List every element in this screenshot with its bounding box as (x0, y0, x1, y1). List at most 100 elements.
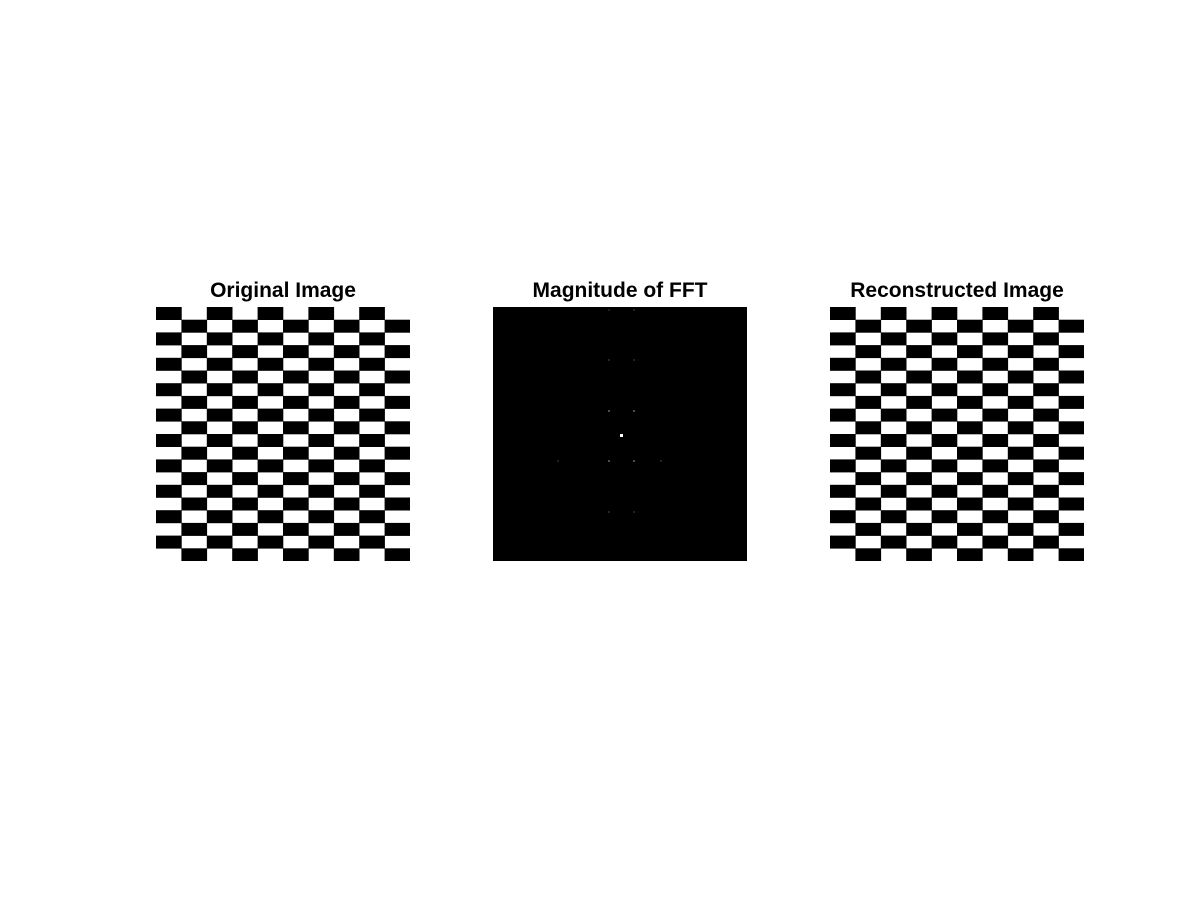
checker-cell (906, 472, 932, 486)
checker-cell (1033, 408, 1059, 422)
checker-cell (1007, 370, 1034, 384)
checker-cell (257, 459, 284, 473)
checker-cell (308, 408, 335, 422)
checker-cell (308, 307, 335, 320)
checker-cell (1007, 522, 1034, 536)
checker-cell (359, 332, 385, 346)
checker-cell (906, 345, 932, 359)
checker-cell (232, 395, 258, 409)
checker-cell (206, 535, 233, 549)
checker-cell (232, 345, 258, 359)
checker-cell (283, 370, 309, 384)
checker-cell (384, 345, 410, 359)
checker-cell (855, 548, 882, 561)
reconstructed-checkerboard-image (830, 307, 1084, 561)
checker-cell (957, 446, 983, 460)
checker-cell (982, 307, 1009, 320)
checker-cell (1033, 535, 1059, 549)
checker-cell (181, 497, 208, 511)
checker-cell (359, 535, 385, 549)
fft-harmonic-peak (633, 309, 635, 311)
checker-cell (855, 370, 882, 384)
checker-cell (384, 395, 410, 409)
checker-cell (906, 446, 932, 460)
checker-cell (206, 357, 233, 371)
fft-harmonic-peak (608, 359, 610, 361)
checker-cell (982, 484, 1009, 498)
checker-cell (308, 535, 335, 549)
fft-magnitude-title: Magnitude of FFT (532, 279, 708, 302)
checker-cell (906, 395, 932, 409)
checker-cell (1007, 421, 1034, 435)
checker-cell (283, 548, 309, 561)
checker-cell (333, 472, 360, 486)
checker-cell (830, 383, 856, 397)
checker-cell (333, 395, 360, 409)
fft-harmonic-peak (633, 511, 635, 513)
checker-cell (982, 434, 1009, 447)
checker-cell (206, 408, 233, 422)
checker-cell (257, 357, 284, 371)
checker-cell (156, 357, 182, 371)
checker-cell (232, 522, 258, 536)
checker-cell (1033, 434, 1059, 447)
checker-cell (855, 345, 882, 359)
checker-cell (257, 408, 284, 422)
checker-cell (359, 307, 385, 320)
checker-cell (982, 459, 1009, 473)
checker-cell (830, 408, 856, 422)
checker-cell (359, 434, 385, 447)
checker-cell (257, 434, 284, 447)
checker-cell (181, 319, 208, 333)
checker-cell (982, 383, 1009, 397)
checker-cell (283, 395, 309, 409)
checker-cell (855, 319, 882, 333)
checker-cell (906, 319, 932, 333)
checker-cell (359, 383, 385, 397)
checker-cell (1058, 446, 1084, 460)
checker-cell (283, 522, 309, 536)
checker-cell (931, 459, 958, 473)
checker-cell (206, 434, 233, 447)
checker-cell (359, 484, 385, 498)
checker-cell (830, 484, 856, 498)
checker-cell (1033, 510, 1059, 524)
checker-cell (333, 345, 360, 359)
checker-cell (156, 434, 182, 447)
checker-cell (957, 421, 983, 435)
checker-cell (156, 383, 182, 397)
checker-cell (1033, 459, 1059, 473)
checker-cell (333, 319, 360, 333)
checker-cell (906, 522, 932, 536)
checker-cell (931, 408, 958, 422)
checker-cell (957, 472, 983, 486)
checker-cell (384, 522, 410, 536)
original-image-title: Original Image (210, 279, 356, 302)
checker-cell (1058, 472, 1084, 486)
checker-cell (308, 434, 335, 447)
checker-cell (880, 332, 907, 346)
checker-cell (206, 510, 233, 524)
checker-cell (931, 535, 958, 549)
checker-cell (384, 472, 410, 486)
checker-cell (283, 319, 309, 333)
checker-cell (957, 345, 983, 359)
checker-cell (181, 345, 208, 359)
checker-cell (359, 459, 385, 473)
checker-cell (1058, 548, 1084, 561)
checker-cell (931, 434, 958, 447)
checker-cell (181, 472, 208, 486)
checker-cell (232, 421, 258, 435)
checker-cell (855, 421, 882, 435)
checker-cell (206, 484, 233, 498)
checker-cell (206, 332, 233, 346)
checker-cell (982, 357, 1009, 371)
checker-cell (156, 307, 182, 320)
fft-harmonic-peak (608, 511, 610, 513)
fft-dc-peak (620, 434, 623, 437)
checker-cell (830, 357, 856, 371)
checker-cell (982, 332, 1009, 346)
checker-cell (181, 370, 208, 384)
original-checkerboard-image (156, 307, 410, 561)
checker-cell (232, 319, 258, 333)
